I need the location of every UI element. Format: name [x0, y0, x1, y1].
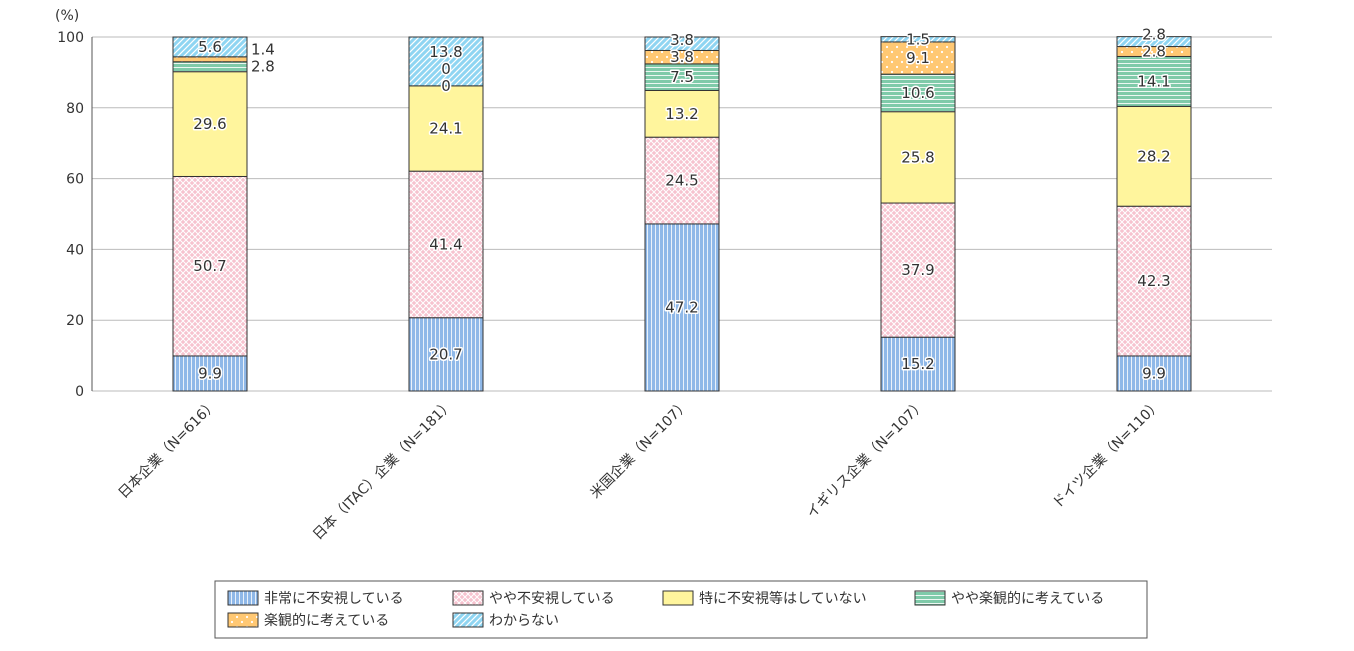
x-tick-label: ドイツ企業（N=110） [1049, 396, 1165, 512]
data-label: 24.1 [429, 120, 462, 138]
y-tick-label: 80 [66, 101, 84, 117]
bar-stack: 47.2 24.5 13.2 7.5 3.83.8 [644, 30, 720, 392]
legend-item: 楽観的に考えている [227, 612, 389, 629]
y-tick-label: 100 [57, 30, 84, 46]
bar-segment [172, 71, 248, 177]
data-label: 14.1 [1137, 72, 1170, 90]
data-label: 15.2 [901, 355, 934, 373]
bar-segment [644, 223, 720, 392]
data-label: 28.2 [1137, 147, 1170, 165]
legend-swatch [227, 590, 259, 606]
data-label: 37.9 [901, 261, 934, 279]
data-label: 3.8 [670, 48, 694, 66]
data-label: 10.6 [901, 84, 934, 102]
x-tick-label: 米国企業（N=107） [587, 396, 693, 502]
data-label: 20.7 [429, 345, 462, 363]
bar-segment [172, 61, 248, 73]
legend-label: 非常に不安視している [264, 591, 404, 607]
legend-swatch [914, 590, 946, 606]
data-label: 1.4 [251, 41, 275, 59]
legend-swatch [452, 590, 484, 606]
legend-label: やや不安視している [489, 591, 615, 607]
bar-segment [880, 73, 956, 113]
bar-segment [172, 36, 248, 58]
bar-segment [644, 136, 720, 225]
data-label: 0 [441, 60, 451, 78]
y-tick-label: 0 [75, 384, 84, 400]
bar-segment [172, 56, 248, 63]
data-label: 3.8 [670, 31, 694, 49]
data-label: 9.9 [1142, 364, 1166, 382]
data-label: 2.8 [1142, 26, 1166, 44]
legend-box [214, 580, 1148, 639]
x-tick-label: 日本企業（N=616） [115, 396, 221, 502]
data-label: 41.4 [429, 235, 462, 253]
legend-item: 非常に不安視している [227, 590, 404, 607]
legend-swatch [227, 612, 259, 628]
y-unit-label: (%) [55, 8, 79, 24]
bar-segment [172, 355, 248, 392]
data-label: 47.2 [665, 298, 698, 316]
y-tick-label: 40 [66, 242, 84, 258]
data-label: 9.1 [906, 49, 930, 67]
bar-segment [880, 41, 956, 75]
legend-item: わからない [452, 612, 559, 629]
legend-label: わからない [489, 613, 559, 629]
legend-label: やや楽観的に考えている [951, 590, 1104, 607]
legend-item: 特に不安視等はしていない [662, 590, 867, 607]
data-label: 25.8 [901, 148, 934, 166]
bar-segment [644, 36, 720, 51]
legend-swatch [662, 590, 694, 606]
bar-stack: 9.9 50.7 29.6 5.6 2.81.4 [172, 36, 276, 392]
data-label: 0 [441, 77, 451, 95]
bar-segment [1116, 355, 1192, 392]
bar-segment [880, 111, 956, 204]
bar-segment [880, 202, 956, 338]
bar-segment [408, 85, 484, 172]
data-label: 13.2 [665, 105, 698, 123]
x-tick-label: 日本（ITAC）企業（N=181） [309, 396, 457, 544]
data-label: 1.5 [906, 30, 930, 48]
bar-segment [408, 317, 484, 392]
legend-swatch [452, 612, 484, 628]
bar-segment [880, 36, 956, 43]
data-label: 5.6 [198, 38, 222, 56]
data-label: 9.9 [198, 364, 222, 382]
bar-segment [1116, 105, 1192, 207]
legend-label: 楽観的に考えている [264, 612, 389, 629]
data-label: 7.5 [670, 68, 694, 86]
x-tick-label: イギリス企業（N=107） [803, 396, 929, 522]
bar-segment [408, 170, 484, 319]
legend-label: 特に不安視等はしていない [699, 590, 867, 607]
bar-segment [1116, 205, 1192, 357]
data-label: 50.7 [193, 257, 226, 275]
data-label: 24.5 [665, 172, 698, 190]
legend-item: やや楽観的に考えている [914, 590, 1104, 607]
bar-segment [408, 36, 484, 87]
bar-stack: 15.2 37.9 25.8 10.6 9.11.5 [880, 29, 956, 392]
bar-stack: 9.9 42.3 28.2 14.1 2.82.8 [1116, 24, 1192, 392]
legend-item: やや不安視している [452, 590, 615, 607]
y-tick-label: 20 [66, 313, 84, 329]
bar-segment [644, 63, 720, 91]
data-label: 29.6 [193, 115, 226, 133]
data-label: 42.3 [1137, 272, 1170, 290]
y-tick-label: 60 [66, 172, 84, 188]
bar-segment [172, 175, 248, 357]
data-label: 2.8 [251, 58, 275, 76]
bar-segment [1116, 36, 1192, 48]
bar-segment [880, 336, 956, 392]
bar-segment [644, 89, 720, 138]
data-label: 2.8 [1142, 43, 1166, 61]
data-label: 13.8 [429, 43, 462, 61]
bar-segment [1116, 55, 1192, 107]
